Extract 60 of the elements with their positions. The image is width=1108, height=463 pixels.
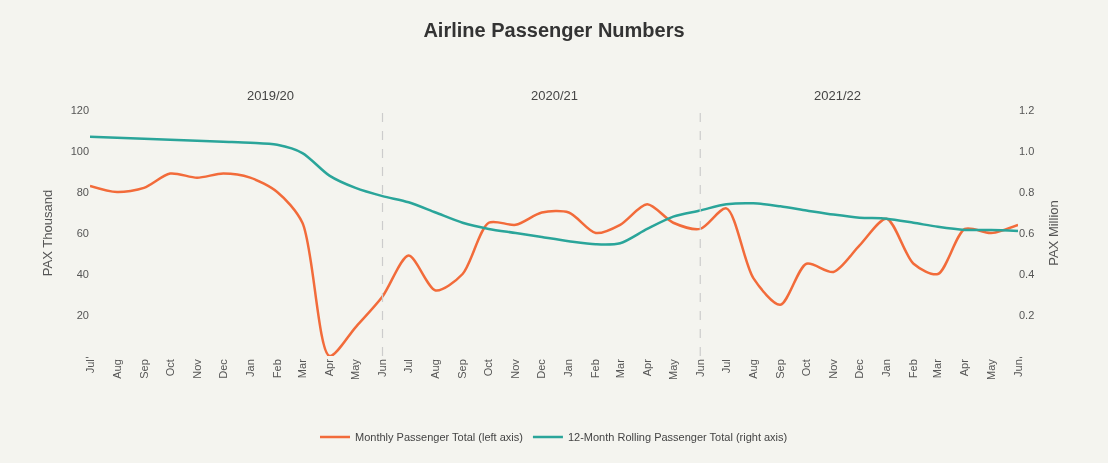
x-tick-label: Sep [137, 359, 150, 379]
x-tick-label: Mar [931, 358, 944, 379]
x-tick-label: Dec [853, 358, 866, 379]
x-tick-label: Oct [482, 359, 495, 377]
y2-tick-label: 0.8 [1019, 185, 1035, 198]
y2-tick-label: 0.4 [1019, 267, 1035, 280]
x-tick-label: Apr [322, 358, 335, 377]
x-tick-label: Jul [719, 359, 732, 374]
x-tick-label: Nov [827, 358, 840, 379]
y-tick-label: 20 [76, 308, 89, 321]
y-tick-label: 120 [70, 103, 89, 116]
x-tick-label: Feb [270, 359, 283, 379]
x-tick-label: Jul [402, 359, 415, 374]
y2-tick-label: 1.2 [1019, 103, 1035, 116]
x-tick-label: Jan [562, 359, 575, 377]
text: 2020/21 [531, 88, 578, 103]
y2-axis-title: PAX Million [1045, 200, 1061, 266]
y2-tick-label: 0.6 [1019, 226, 1035, 239]
x-tick-label: Apr [958, 358, 971, 377]
line-series [90, 172, 1018, 356]
x-tick-label: Mar [613, 358, 626, 379]
text: 2021/22 [814, 88, 861, 103]
y-axis-title: PAX Thousand [39, 189, 55, 277]
y-tick-label: - [85, 349, 90, 362]
legend-label: Monthly Passenger Total (left axis) [355, 431, 523, 444]
legend-label: 12-Month Rolling Passenger Total (right axis) [567, 431, 788, 444]
x-tick-label: Jun [1011, 359, 1024, 377]
x-tick-label: Feb [907, 359, 920, 379]
y-tick-label: 100 [70, 144, 89, 157]
x-tick-label: Nov [509, 358, 522, 379]
y2-tick-label: - [1019, 349, 1023, 362]
x-tick-label: Dec [216, 358, 229, 379]
x-tick-label: Sep [773, 359, 786, 379]
x-tick-label: Nov [190, 358, 203, 379]
x-tick-label: May [666, 358, 679, 380]
x-tick-label: Jan [880, 359, 893, 377]
x-tick-label: Mar [295, 358, 308, 379]
x-tick-label: Aug [110, 359, 123, 379]
chart-title: Airline Passenger Numbers [423, 19, 685, 42]
x-tick-label: Aug [746, 359, 759, 379]
text: 2019/20 [247, 88, 294, 103]
x-tick-label: Aug [429, 359, 442, 379]
y-tick-label: 60 [76, 226, 89, 239]
x-tick-label: Jun [376, 359, 389, 377]
line-series [90, 135, 1018, 246]
y-tick-label: 40 [76, 267, 89, 280]
x-tick-label: May [349, 358, 362, 380]
y2-tick-label: 1.0 [1019, 144, 1035, 157]
x-tick-label: Oct [800, 359, 813, 377]
x-tick-label: Jan [243, 359, 256, 377]
x-tick-label: Oct [163, 359, 176, 377]
x-tick-label: Apr [640, 358, 653, 377]
x-tick-label: Dec [535, 358, 548, 379]
x-tick-label: Sep [456, 359, 469, 379]
y2-tick-label: 0.2 [1019, 308, 1035, 321]
x-tick-label: Feb [589, 359, 602, 379]
x-tick-label: Jun [693, 359, 706, 377]
x-tick-label: Jul [83, 359, 96, 374]
x-tick-label: May [984, 358, 997, 380]
y-tick-label: 80 [76, 185, 89, 198]
